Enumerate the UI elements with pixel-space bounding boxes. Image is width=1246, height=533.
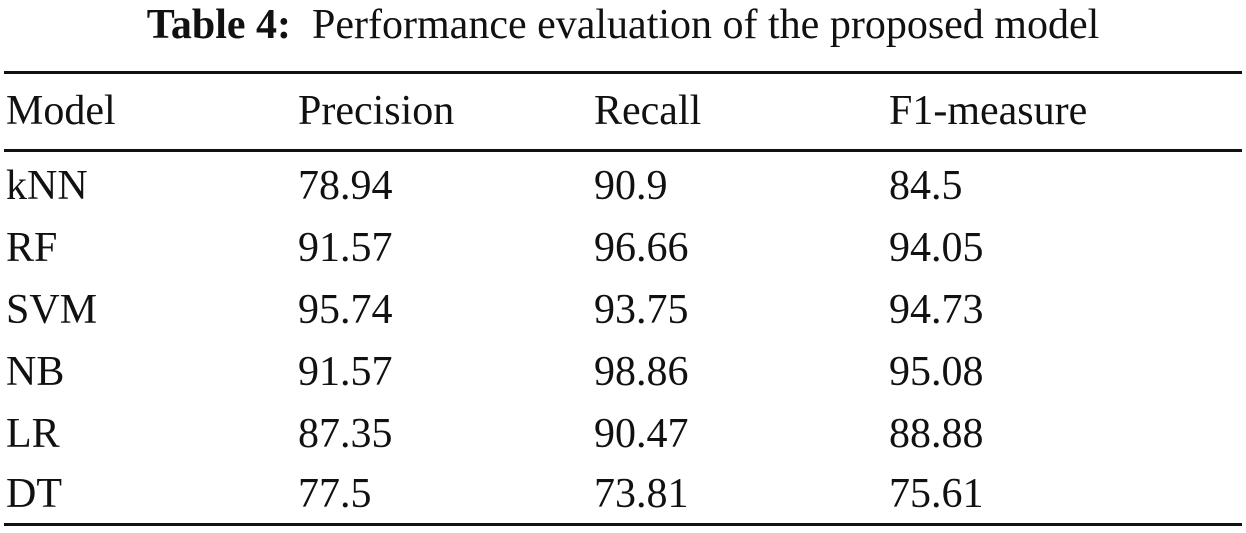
cell-model: DT: [6, 471, 62, 517]
cell-model: LR: [6, 411, 60, 457]
cell-precision: 78.94: [298, 163, 393, 209]
table-caption-label: Table 4:: [146, 2, 292, 48]
cell-precision: 91.57: [298, 225, 393, 271]
cell-recall: 73.81: [594, 471, 689, 517]
header-model: Model: [6, 88, 116, 134]
table-row: LR 87.35 90.47 88.88: [0, 404, 1246, 464]
table-row: kNN 78.94 90.9 84.5: [0, 156, 1246, 216]
cell-recall: 96.66: [594, 225, 689, 271]
table-row: DT 77.5 73.81 75.61: [0, 464, 1246, 524]
cell-f1-measure: 95.08: [889, 349, 984, 395]
cell-model: SVM: [6, 287, 98, 333]
table-header-row: Model Precision Recall F1-measure: [0, 81, 1246, 141]
cell-f1-measure: 75.61: [889, 471, 984, 517]
table-header-rule: [4, 149, 1242, 152]
cell-recall: 93.75: [594, 287, 689, 333]
header-recall: Recall: [594, 88, 702, 134]
table-top-rule: [4, 71, 1242, 74]
cell-f1-measure: 94.05: [889, 225, 984, 271]
cell-recall: 98.86: [594, 349, 689, 395]
header-precision: Precision: [298, 88, 455, 134]
table-row: RF 91.57 96.66 94.05: [0, 218, 1246, 278]
table-caption: Table 4: Performance evaluation of the p…: [0, 0, 1246, 50]
cell-model: RF: [6, 225, 58, 271]
header-f1-measure: F1-measure: [889, 88, 1088, 134]
cell-model: kNN: [6, 163, 88, 209]
cell-recall: 90.9: [594, 163, 668, 209]
table-row: SVM 95.74 93.75 94.73: [0, 280, 1246, 340]
cell-recall: 90.47: [594, 411, 689, 457]
cell-precision: 87.35: [298, 411, 393, 457]
cell-model: NB: [6, 349, 65, 395]
cell-precision: 91.57: [298, 349, 393, 395]
table-caption-text: Performance evaluation of the proposed m…: [312, 2, 1100, 48]
cell-f1-measure: 88.88: [889, 411, 984, 457]
cell-f1-measure: 84.5: [889, 163, 963, 209]
cell-f1-measure: 94.73: [889, 287, 984, 333]
table-row: NB 91.57 98.86 95.08: [0, 342, 1246, 402]
cell-precision: 77.5: [298, 471, 372, 517]
table-bottom-rule: [4, 523, 1242, 526]
cell-precision: 95.74: [298, 287, 393, 333]
